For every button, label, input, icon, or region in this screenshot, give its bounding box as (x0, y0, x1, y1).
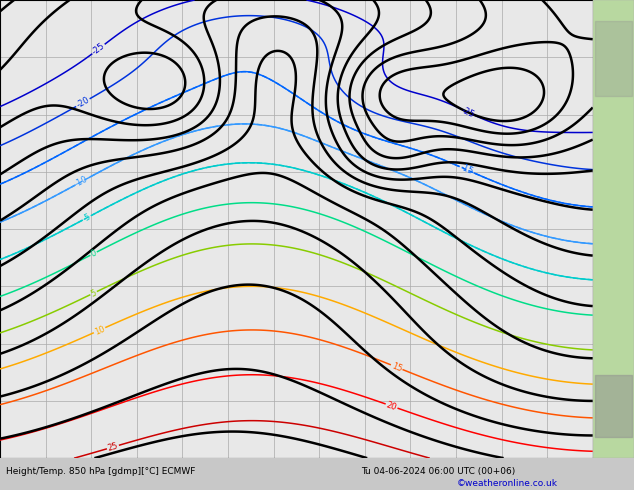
Text: 70°W: 70°W (583, 463, 602, 469)
Text: -15: -15 (458, 163, 474, 176)
Text: 10: 10 (93, 324, 106, 337)
Text: Height/Temp. 850 hPa [gdmp][°C] ECMWF: Height/Temp. 850 hPa [gdmp][°C] ECMWF (6, 467, 196, 476)
Text: Tu 04-06-2024 06:00 UTC (00+06): Tu 04-06-2024 06:00 UTC (00+06) (361, 467, 515, 476)
Text: -10: -10 (74, 174, 90, 189)
Text: 120°W: 120°W (334, 463, 358, 469)
Text: 170°E: 170°E (0, 463, 11, 469)
Text: 160°W: 160°W (136, 463, 160, 469)
Text: 5: 5 (89, 288, 98, 298)
Text: 90°W: 90°W (484, 463, 503, 469)
Text: 20: 20 (385, 400, 398, 412)
Text: -20: -20 (75, 96, 91, 110)
Text: 80°W: 80°W (534, 463, 553, 469)
Text: 15: 15 (390, 361, 403, 373)
Text: 110°W: 110°W (384, 463, 407, 469)
Text: 180°: 180° (41, 463, 58, 469)
Text: 130°W: 130°W (285, 463, 308, 469)
Text: 0: 0 (89, 248, 98, 259)
Text: -5: -5 (82, 212, 93, 223)
Text: -25: -25 (460, 105, 476, 119)
Text: 25: 25 (107, 441, 119, 453)
Text: ©weatheronline.co.uk: ©weatheronline.co.uk (456, 479, 557, 489)
Text: 140°W: 140°W (235, 463, 259, 469)
Text: 170°W: 170°W (87, 463, 111, 469)
Text: 100°W: 100°W (432, 463, 456, 469)
Text: 150°W: 150°W (186, 463, 209, 469)
Text: -25: -25 (91, 41, 107, 57)
